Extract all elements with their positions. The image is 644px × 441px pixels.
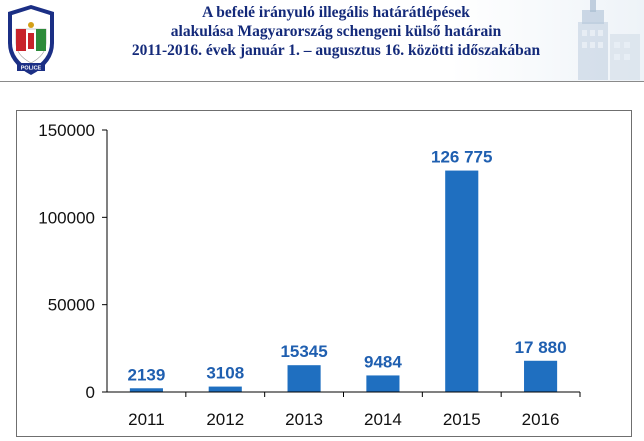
y-tick-label: 100000 xyxy=(38,208,95,227)
x-tick-label: 2016 xyxy=(522,410,560,429)
x-tick-label: 2014 xyxy=(364,410,402,429)
bar-2011 xyxy=(129,388,163,392)
title-line-3: 2011-2016. évek január 1. – augusztus 16… xyxy=(131,42,541,59)
data-label-2012: 3108 xyxy=(206,364,244,383)
building-icon xyxy=(560,0,644,85)
header-divider xyxy=(0,81,644,82)
data-label-2014: 9484 xyxy=(364,352,402,371)
x-tick-label: 2012 xyxy=(206,410,244,429)
page-title: A befelé irányuló illegális határátlépés… xyxy=(62,3,610,60)
x-tick-label: 2015 xyxy=(443,410,481,429)
y-tick-label: 50000 xyxy=(48,296,95,315)
x-tick-label: 2013 xyxy=(285,410,323,429)
bar-2013 xyxy=(287,365,321,392)
bar-2016 xyxy=(524,360,558,392)
data-label-2011: 2139 xyxy=(128,365,166,384)
title-line-1: A befelé irányuló illegális határátlépés… xyxy=(202,4,470,21)
y-tick-label: 0 xyxy=(86,383,95,402)
chart-frame xyxy=(16,110,632,437)
x-tick-label: 2011 xyxy=(128,410,165,429)
badge-bottom-text: POLICE xyxy=(21,66,42,72)
bar-2012 xyxy=(208,386,242,392)
badge-top-text: RENDŐRSÉG xyxy=(14,15,47,23)
header-band xyxy=(0,0,644,82)
data-label-2015: 126 775 xyxy=(431,148,492,167)
data-label-2016: 17 880 xyxy=(515,338,567,357)
y-tick-label: 150000 xyxy=(38,121,95,140)
data-label-2013: 15345 xyxy=(280,342,327,361)
bar-2015 xyxy=(445,170,479,392)
police-badge-icon: RENDŐRSÉG POLICE xyxy=(4,3,58,82)
title-line-2: alakulása Magyarország schengeni külső h… xyxy=(170,23,502,40)
bar-2014 xyxy=(366,375,400,392)
